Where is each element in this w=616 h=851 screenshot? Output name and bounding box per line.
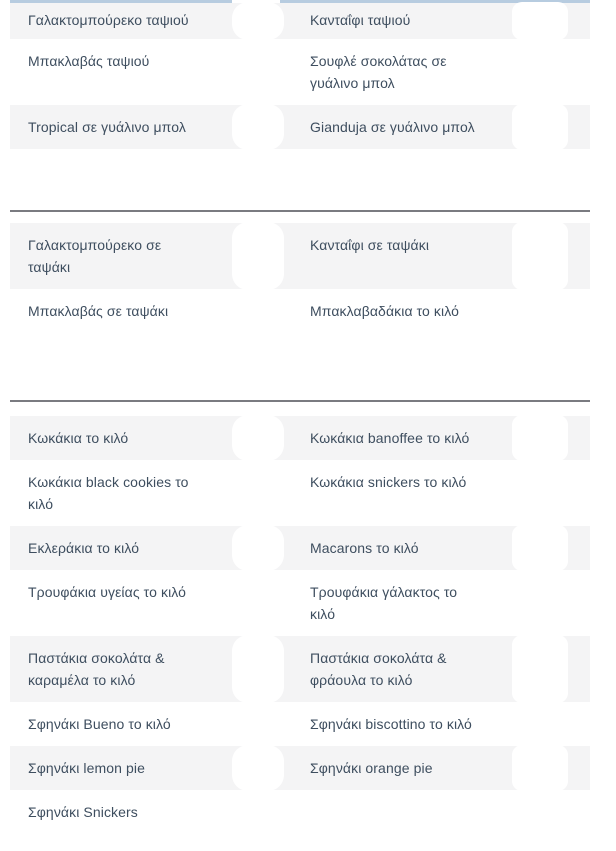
menu-item: Σφηνάκι lemon pie <box>28 760 146 776</box>
menu-row: Γαλακτομπούρεκο σε ταψάκι Κανταΐφι σε τα… <box>10 222 590 290</box>
menu-row: Μπακλαβάς σε ταψάκι Μπακλαβαδάκια το κιλ… <box>10 289 590 333</box>
menu-item: Gianduja σε γυάλινο μπολ <box>310 119 475 135</box>
menu-item: Τρουφάκια υγείας το κιλό <box>28 584 187 600</box>
menu-row: Εκλεράκια το κιλό Macarons το κιλό <box>10 525 590 571</box>
menu-item: Παστάκια σοκολάτα & φράουλα το κιλό <box>310 650 447 688</box>
menu-item: Μπακλαβάς ταψιού <box>28 53 150 69</box>
menu-row: Σφηνάκι Bueno το κιλό Σφηνάκι biscottino… <box>10 702 590 746</box>
menu-item: Γαλακτομπούρεκο ταψιού <box>28 12 189 28</box>
section-divider <box>10 210 590 212</box>
menu-item <box>300 790 590 834</box>
menu-item: Κωκάκια banoffee το κιλό <box>310 430 470 446</box>
menu-item: Μπακλαβάς σε ταψάκι <box>28 303 169 319</box>
menu-row: Tropical σε γυάλινο μπολ Gianduja σε γυά… <box>10 104 590 150</box>
menu-item: Σφηνάκι Bueno το κιλό <box>28 716 171 732</box>
menu-section-small-trays: Γαλακτομπούρεκο σε ταψάκι Κανταΐφι σε τα… <box>10 222 590 333</box>
menu-item: Κανταΐφι ταψιού <box>310 12 411 28</box>
menu-row: Κωκάκια το κιλό Κωκάκια banoffee το κιλό <box>10 415 590 461</box>
menu-row: Σφηνάκι Snickers <box>10 790 590 834</box>
menu-section-per-kilo: Κωκάκια το κιλό Κωκάκια banoffee το κιλό… <box>10 415 590 834</box>
menu-item: Σφηνάκι orange pie <box>310 760 433 776</box>
menu-item: Εκλεράκια το κιλό <box>28 540 140 556</box>
section-divider <box>10 400 590 402</box>
menu-item: Κανταΐφι σε ταψάκι <box>310 237 430 253</box>
menu-item: Τρουφάκια γάλακτος το κιλό <box>310 584 458 622</box>
menu-item: Σουφλέ σοκολάτας σε γυάλινο μπολ <box>310 53 447 91</box>
menu-row: Μπακλαβάς ταψιού Σουφλέ σοκολάτας σε γυά… <box>10 39 590 105</box>
menu-item: Γαλακτομπούρεκο σε ταψάκι <box>28 237 162 275</box>
menu-row: Κωκάκια black cookies το κιλό Κωκάκια sn… <box>10 460 590 526</box>
menu-item: Παστάκια σοκολάτα & καραμέλα το κιλό <box>28 650 165 688</box>
menu-item: Σφηνάκι Snickers <box>28 804 138 820</box>
menu-item: Macarons το κιλό <box>310 540 419 556</box>
menu-row: Γαλακτομπούρεκο ταψιού Κανταΐφι ταψιού <box>10 2 590 40</box>
menu-item: Σφηνάκι biscottino το κιλό <box>310 716 472 732</box>
menu-section-trays: Γαλακτομπούρεκο ταψιού Κανταΐφι ταψιού Μ… <box>10 2 590 150</box>
menu-item: Tropical σε γυάλινο μπολ <box>28 119 186 135</box>
menu-item: Μπακλαβαδάκια το κιλό <box>310 303 460 319</box>
menu-row: Σφηνάκι lemon pie Σφηνάκι orange pie <box>10 745 590 791</box>
table-top-border <box>10 0 590 3</box>
menu-row: Τρουφάκια υγείας το κιλό Τρουφάκια γάλακ… <box>10 570 590 636</box>
menu-row: Παστάκια σοκολάτα & καραμέλα το κιλό Πασ… <box>10 635 590 703</box>
menu-item: Κωκάκια το κιλό <box>28 430 129 446</box>
menu-item: Κωκάκια black cookies το κιλό <box>28 474 189 512</box>
menu-tables: Γαλακτομπούρεκο ταψιού Κανταΐφι ταψιού Μ… <box>10 0 590 834</box>
menu-item: Κωκάκια snickers το κιλό <box>310 474 467 490</box>
